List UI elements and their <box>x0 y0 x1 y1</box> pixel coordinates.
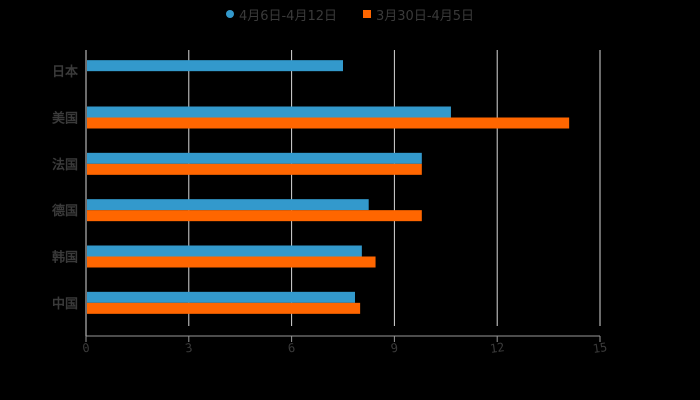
bar-series-b <box>87 163 422 175</box>
x-tick-label: 9 <box>390 341 399 356</box>
category-label: 美国 <box>52 111 78 127</box>
category-label: 法国 <box>52 157 78 173</box>
legend-label-series-b: 3月30日-4月5日 <box>376 8 475 24</box>
legend-label-series-a: 4月6日-4月12日 <box>238 8 337 24</box>
legend-square-icon <box>363 10 371 18</box>
category-label: 日本 <box>52 64 78 80</box>
legend-item-series-a[interactable]: 4月6日-4月12日 <box>225 5 337 24</box>
chart-legend: 4月6日-4月12日 3月30日-4月5日 <box>0 4 700 24</box>
x-tick-label: 12 <box>489 340 505 356</box>
x-tick-label: 0 <box>81 341 90 356</box>
bar-series-a <box>87 199 369 211</box>
bar-series-a <box>87 60 343 72</box>
x-tick-label: 15 <box>592 340 608 356</box>
bar-series-a <box>87 245 362 257</box>
category-label: 德国 <box>52 203 78 219</box>
x-tick-label: 6 <box>287 341 296 356</box>
bar-series-a <box>87 106 451 118</box>
bar-series-b <box>87 256 376 268</box>
legend-item-series-b[interactable]: 3月30日-4月5日 <box>363 5 474 24</box>
category-label: 中国 <box>52 296 78 312</box>
bar-series-a <box>87 291 355 303</box>
legend-circle-icon <box>225 10 234 18</box>
bar-series-b <box>87 117 570 129</box>
bar-series-b <box>87 210 422 222</box>
bar-series-b <box>87 302 361 314</box>
x-tick-label: 3 <box>184 341 193 356</box>
category-label: 韩国 <box>52 250 78 266</box>
bar-series-a <box>87 152 422 164</box>
